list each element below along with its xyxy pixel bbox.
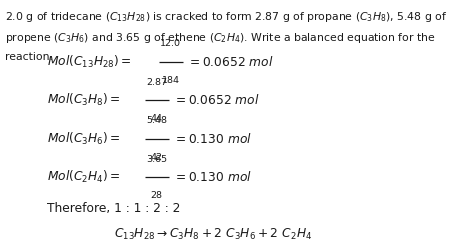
Text: 44: 44 xyxy=(151,114,163,123)
Text: $Mol(C_{13}H_{28}) = $: $Mol(C_{13}H_{28}) = $ xyxy=(47,54,132,70)
Text: 2.0 g of tridecane ($C_{13}H_{28}$) is cracked to form 2.87 g of propane ($C_3H_: 2.0 g of tridecane ($C_{13}H_{28}$) is c… xyxy=(5,10,447,24)
Text: $= 0.130\ mol$: $= 0.130\ mol$ xyxy=(173,132,252,146)
Text: 28: 28 xyxy=(151,191,163,200)
Text: 184: 184 xyxy=(162,76,180,85)
Text: $Mol(C_3H_6) = $: $Mol(C_3H_6) = $ xyxy=(47,131,121,147)
Text: 42: 42 xyxy=(151,153,163,161)
Text: 5.48: 5.48 xyxy=(146,116,167,125)
Text: propene ($C_3H_6$) and 3.65 g of ethene ($C_2H_4$). Write a balanced equation fo: propene ($C_3H_6$) and 3.65 g of ethene … xyxy=(5,31,436,45)
Text: $= 0.0652\ mol$: $= 0.0652\ mol$ xyxy=(187,55,274,69)
Text: 3.65: 3.65 xyxy=(146,155,167,164)
Text: $Mol(C_2H_4) = $: $Mol(C_2H_4) = $ xyxy=(47,169,121,185)
Text: $Mol(C_3H_8) = $: $Mol(C_3H_8) = $ xyxy=(47,93,121,108)
Text: 2.87: 2.87 xyxy=(146,78,167,87)
Text: reaction.: reaction. xyxy=(5,52,53,62)
Text: $= 0.0652\ mol$: $= 0.0652\ mol$ xyxy=(173,93,260,107)
Text: Therefore, 1 : 1 : 2 : 2: Therefore, 1 : 1 : 2 : 2 xyxy=(47,202,181,215)
Text: 12.0: 12.0 xyxy=(160,39,181,48)
Text: $C_{13}H_{28} \rightarrow C_3H_8 + 2\ C_3H_6 + 2\ C_2H_4$: $C_{13}H_{28} \rightarrow C_3H_8 + 2\ C_… xyxy=(114,227,312,242)
Text: $= 0.130\ mol$: $= 0.130\ mol$ xyxy=(173,170,252,184)
